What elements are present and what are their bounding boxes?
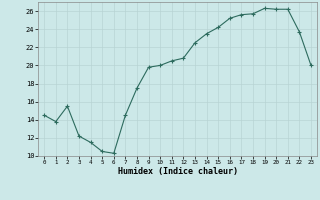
X-axis label: Humidex (Indice chaleur): Humidex (Indice chaleur) (118, 167, 238, 176)
